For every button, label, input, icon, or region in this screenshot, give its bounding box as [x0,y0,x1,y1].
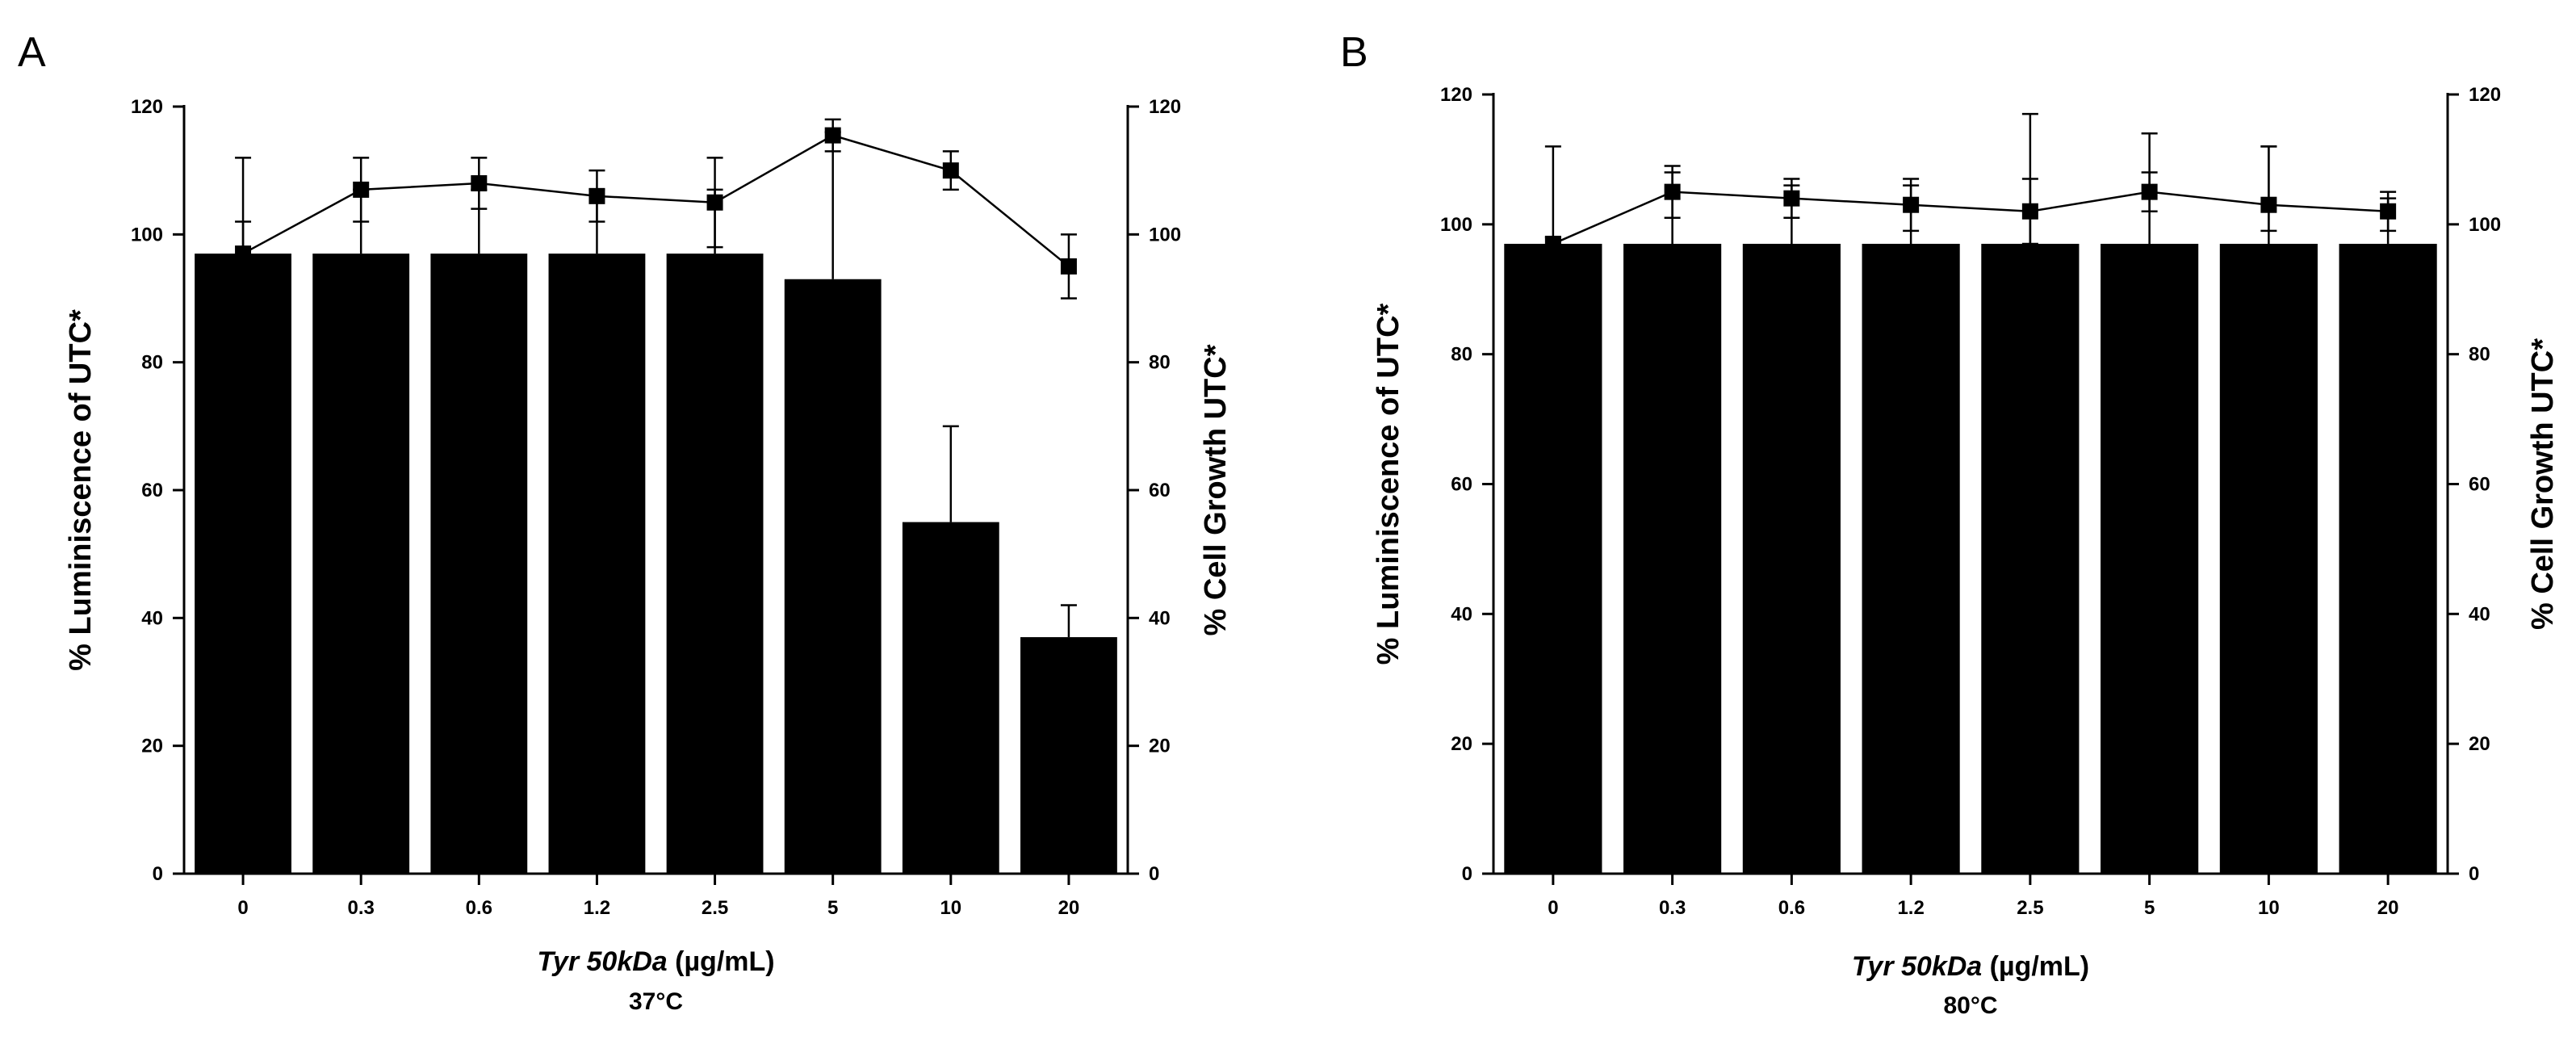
x-axis-title: Tyr 50kDa (µg/mL) [1852,951,2089,982]
y-tick-label-right: 100 [1149,224,1181,245]
y-axis-title-right: % Cell Growth UTC* [1199,344,1233,635]
bar [430,254,528,874]
x-tick-label: 0.6 [466,897,492,919]
cell-growth-point [235,245,252,262]
y-tick-label-left: 0 [153,863,163,885]
y-tick-label-left: 20 [141,736,163,757]
y-axis-title-left: % Luminiscence of UTC* [1372,303,1405,665]
panel-label: B [1340,29,1368,76]
y-tick-label-right: 100 [2469,214,2501,236]
cell-growth-point [2380,203,2397,220]
y-tick-label-right: 60 [2469,474,2490,496]
bar [784,279,882,874]
y-tick-label-right: 0 [1149,863,1159,885]
y-tick-label-left: 100 [131,224,163,245]
bar [2101,243,2199,874]
y-tick-label-left: 60 [1451,474,1472,496]
cell-growth-point [2141,183,2158,200]
cell-growth-point [471,175,488,191]
y-tick-label-left: 120 [131,96,163,118]
bar [1020,637,1117,874]
x-tick-label: 0.3 [348,897,375,919]
bar [195,254,291,874]
cell-growth-point [824,127,841,144]
bar [548,254,646,874]
cell-growth-point [1783,190,1800,207]
y-tick-label-right: 0 [2469,863,2479,885]
panel-label: A [18,29,46,76]
x-tick-label: 20 [2377,897,2399,919]
x-tick-label: 0 [1548,897,1558,919]
cell-growth-point [706,194,723,211]
x-tick-label: 5 [2144,897,2155,919]
x-tick-label: 0.3 [1659,897,1686,919]
bar [902,522,999,874]
cell-growth-point [2260,196,2277,213]
x-tick-label: 1.2 [584,897,610,919]
y-tick-label-left: 20 [1451,733,1472,755]
y-tick-label-left: 40 [141,607,163,629]
y-tick-label-left: 80 [1451,344,1472,366]
x-tick-label: 5 [827,897,838,919]
y-axis-title-right: % Cell Growth UTC* [2526,338,2560,630]
y-tick-label-right: 40 [2469,603,2490,625]
x-tick-label: 10 [940,897,961,919]
y-tick-label-left: 40 [1451,603,1472,625]
y-tick-label-right: 40 [1149,607,1171,629]
x-tick-label: 0 [237,897,248,919]
x-tick-label: 2.5 [2017,897,2043,919]
bar [1623,243,1722,874]
cell-growth-point [1664,183,1681,200]
cell-growth-point [1060,258,1077,275]
y-tick-label-right: 20 [1149,736,1171,757]
bar [1862,243,1960,874]
y-tick-label-right: 120 [2469,84,2501,106]
cell-growth-point [353,181,370,198]
y-axis-title-left: % Luminiscence of UTC* [64,309,98,671]
x-axis-title-unit: (µg/mL) [675,946,774,977]
panel-b-chart: B 0 0 20 20 40 40 60 60 80 80 100 100 120 120 0 0.3 0.6 1.… [1340,29,2560,1019]
y-tick-label-left: 60 [141,480,163,501]
x-tick-label: 0.6 [1778,897,1805,919]
y-tick-label-left: 0 [1462,863,1472,885]
y-tick-label-left: 80 [141,352,163,374]
x-tick-label: 10 [2258,897,2280,919]
bar [2219,243,2318,874]
cell-growth-point [1903,196,1920,213]
bar [312,254,410,874]
cell-growth-point [2021,203,2038,220]
cell-growth-line [242,134,1070,267]
cell-growth-point [1544,235,1561,252]
y-tick-label-right: 120 [1149,96,1181,118]
y-tick-label-right: 60 [1149,480,1171,501]
x-axis-title-italic: Tyr 50kDa [537,946,675,977]
y-tick-label-right: 80 [2469,344,2490,366]
cell-growth-line [1552,191,2389,245]
x-axis-title: Tyr 50kDa (µg/mL) [537,946,774,977]
cell-growth-point [942,162,959,179]
temperature-label: 37°C [629,988,683,1015]
cell-growth-point [589,187,605,204]
bar [1981,243,2080,874]
temperature-label: 80°C [1943,992,1997,1019]
bar [1742,243,1841,874]
bar [2339,243,2437,874]
y-tick-label-right: 20 [2469,733,2490,755]
bar [666,254,764,874]
x-axis-title-italic: Tyr 50kDa [1852,951,1990,982]
x-axis-title-unit: (µg/mL) [1990,951,2089,982]
y-tick-label-right: 80 [1149,352,1171,374]
panel-a-chart: A 0 0 20 20 40 40 60 60 80 80 100 100 120 120 0 0.3 0.6 1.… [18,29,1233,1015]
bar [1504,243,1602,874]
y-tick-label-left: 100 [1440,214,1472,236]
y-tick-label-left: 120 [1440,84,1472,106]
x-tick-label: 2.5 [702,897,728,919]
x-tick-label: 1.2 [1897,897,1924,919]
x-tick-label: 20 [1058,897,1080,919]
